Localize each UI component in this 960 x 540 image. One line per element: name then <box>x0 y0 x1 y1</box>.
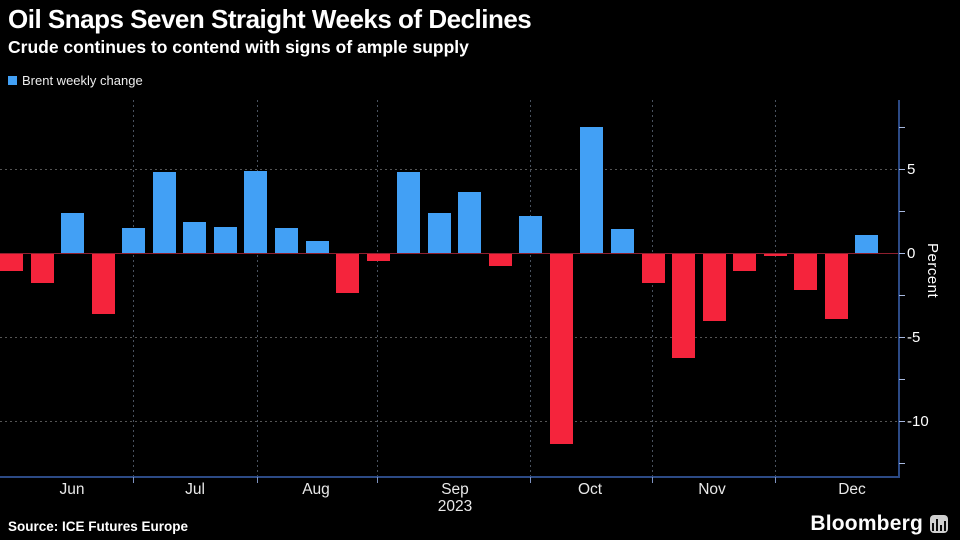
x-axis-tick <box>652 477 653 483</box>
legend: Brent weekly change <box>8 73 143 88</box>
chart-title: Oil Snaps Seven Straight Weeks of Declin… <box>8 4 532 34</box>
bar <box>794 254 818 291</box>
bar <box>519 216 543 253</box>
h-gridline <box>0 169 898 170</box>
y-axis-tick <box>899 421 905 422</box>
v-gridline <box>775 100 776 476</box>
x-axis-month-label: Dec <box>838 481 866 498</box>
y-axis-title: Percent <box>924 243 941 299</box>
x-axis-tick <box>377 477 378 483</box>
bar <box>183 221 207 253</box>
x-axis-month-label: Oct <box>577 481 603 498</box>
bar <box>91 254 115 315</box>
y-axis-tick-label: -10 <box>907 413 929 430</box>
bar <box>427 212 451 253</box>
y-axis-tick <box>899 337 905 338</box>
bloomberg-bars-icon <box>930 515 948 533</box>
h-gridline <box>0 421 898 422</box>
x-axis-month-label: Nov <box>698 481 726 498</box>
y-axis-tick-label: 5 <box>907 161 916 178</box>
bar <box>305 241 329 253</box>
bar <box>488 254 512 266</box>
x-axis-tick <box>775 477 776 483</box>
bar <box>244 170 268 253</box>
chart-subtitle: Crude continues to contend with signs of… <box>8 37 469 57</box>
legend-label: Brent weekly change <box>22 73 143 88</box>
bar <box>397 171 421 253</box>
bar <box>733 254 757 271</box>
x-axis-month-label: Jul <box>185 481 205 498</box>
y-axis-tick <box>899 295 905 296</box>
v-gridline <box>133 100 134 476</box>
y-axis-tick <box>899 463 905 464</box>
source-credit: Source: ICE Futures Europe <box>8 519 189 534</box>
bar <box>549 254 573 444</box>
y-axis-tick <box>899 379 905 380</box>
y-axis-tick <box>899 253 905 254</box>
bar <box>611 229 634 253</box>
bloomberg-logo: Bloomberg <box>810 512 948 536</box>
bar <box>458 191 482 253</box>
y-axis-tick <box>899 127 905 128</box>
bar <box>824 254 848 319</box>
legend-swatch-icon <box>8 76 17 85</box>
bar <box>672 254 696 359</box>
y-axis-tick-label: -5 <box>907 329 921 346</box>
bar <box>336 254 360 293</box>
plot-area <box>0 100 899 476</box>
x-axis-line <box>0 476 900 478</box>
bar <box>580 127 604 253</box>
x-axis-month-label: Sep <box>441 481 469 498</box>
x-axis-tick <box>257 477 258 483</box>
bar <box>0 254 23 271</box>
x-axis-month-label: Aug <box>302 481 330 498</box>
bar <box>152 171 176 253</box>
y-axis-line <box>898 100 900 477</box>
h-gridline <box>0 337 898 338</box>
v-gridline <box>377 100 378 476</box>
v-gridline <box>257 100 258 476</box>
x-axis-month-label: Jun <box>59 481 85 498</box>
bar <box>122 227 146 253</box>
y-axis-tick <box>899 211 905 212</box>
y-axis-tick <box>899 169 905 170</box>
bar <box>702 254 726 322</box>
x-axis-year-label: 2023 <box>437 498 473 515</box>
bloomberg-wordmark: Bloomberg <box>810 512 923 535</box>
bar <box>641 254 665 284</box>
y-axis-tick-label: 0 <box>907 245 916 262</box>
bar <box>855 235 879 253</box>
bar <box>30 254 54 284</box>
bar <box>274 227 298 253</box>
bar <box>366 254 390 261</box>
x-axis-tick <box>530 477 531 483</box>
v-gridline <box>530 100 531 476</box>
v-gridline <box>652 100 653 476</box>
bar <box>213 226 237 253</box>
bar <box>61 212 85 253</box>
bar <box>763 254 787 256</box>
x-axis-tick <box>133 477 134 483</box>
zero-line <box>0 253 898 254</box>
